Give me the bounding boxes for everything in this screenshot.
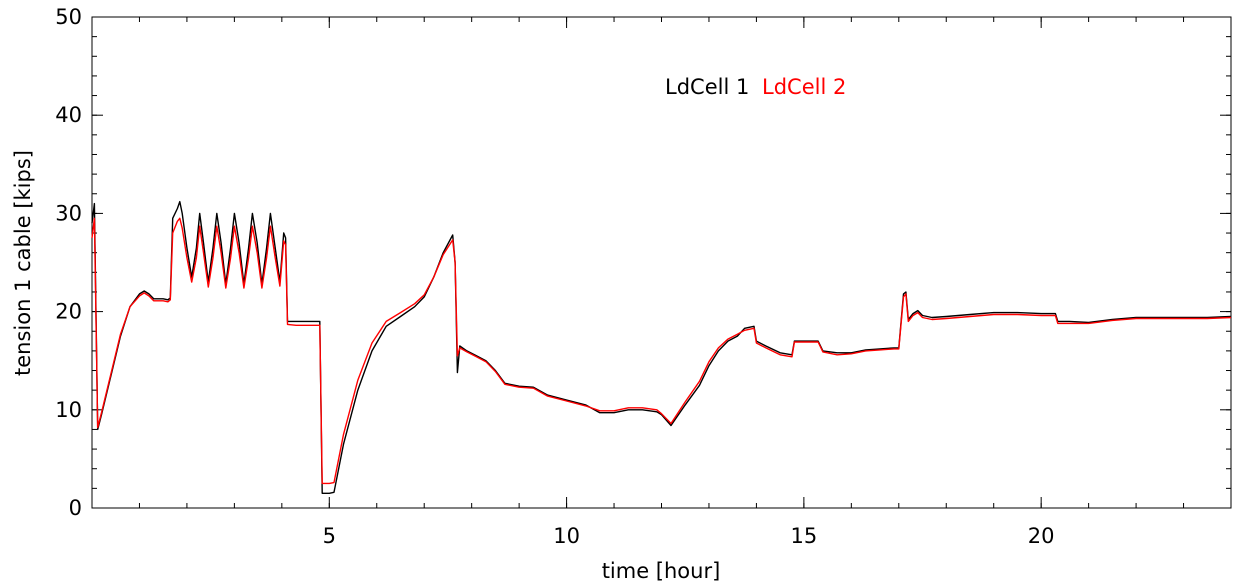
x-tick-label: 20 [1028,524,1055,548]
legend-label-ldcell-2: LdCell 2 [762,75,846,99]
x-axis-label: time [hour] [602,559,721,583]
y-tick-label: 40 [55,103,82,127]
series-line-1 [91,200,1232,494]
x-tick-labels: 5 10 15 20 [323,524,1055,548]
x-tick-label: 5 [323,524,336,548]
legend-label-ldcell-1: LdCell 1 [665,75,749,99]
y-tick-labels: 0 10 20 30 40 50 [55,5,82,520]
major-ticks [92,16,1231,509]
x-tick-label: 15 [791,524,818,548]
y-tick-label: 30 [55,201,82,225]
minor-ticks [91,16,1232,509]
plot-frame [91,16,1232,509]
y-tick-label: 10 [55,398,82,422]
y-tick-label: 20 [55,300,82,324]
y-tick-label: 0 [69,496,82,520]
y-axis-label: tension 1 cable [kips] [11,150,35,376]
legend: LdCell 1 LdCell 2 [665,75,846,99]
series-lines [91,200,1232,494]
series-line-2 [91,217,1232,485]
x-tick-label: 10 [553,524,580,548]
y-tick-label: 50 [55,5,82,29]
